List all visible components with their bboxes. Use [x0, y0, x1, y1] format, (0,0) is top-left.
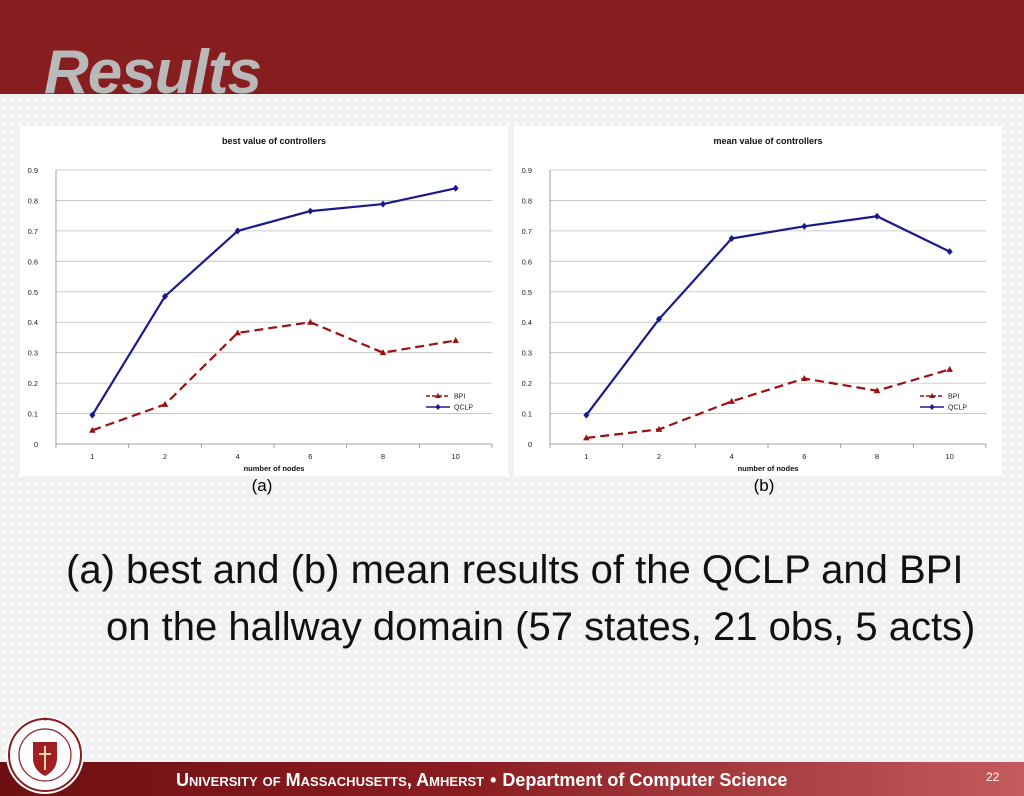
y-tick-label: 0.3: [28, 349, 38, 358]
chart-title: best value of controllers: [222, 136, 326, 146]
x-tick-label: 6: [308, 452, 312, 461]
y-tick-label: 0.9: [28, 166, 38, 175]
footer-bar: [0, 762, 1024, 796]
y-tick-label: 0: [528, 440, 532, 449]
data-point-qclp: [801, 222, 808, 230]
data-point-qclp: [380, 200, 386, 208]
legend-marker-qclp: [435, 404, 441, 410]
data-point-qclp: [583, 411, 590, 419]
x-tick-label: 1: [90, 452, 94, 461]
y-tick-label: 0.8: [28, 196, 38, 205]
series-line-qclp: [91, 187, 456, 416]
data-point-qclp: [874, 212, 880, 220]
y-tick-label: 0.6: [28, 257, 38, 266]
series-line-qclp: [585, 215, 951, 416]
chart-mean-value: mean value of controllers 0 0.1 0.2 0.3 0.4 0.…: [522, 136, 987, 473]
x-tick-label: 8: [875, 452, 879, 461]
y-tick-label: 0.1: [522, 410, 532, 419]
footer-separator: •: [490, 770, 497, 790]
chart-best-value: best value of controllers 0 0.1 0.2 0.3 0.4 0.…: [28, 136, 493, 473]
y-tick-label: 0.6: [522, 257, 532, 266]
legend-label: QCLP: [948, 405, 967, 412]
data-point-bpi: [89, 426, 96, 433]
data-point-bpi: [379, 349, 387, 356]
x-tick-label: 4: [730, 452, 734, 461]
data-point-bpi: [801, 375, 808, 382]
x-axis-label: number of nodes: [244, 464, 305, 473]
legend-marker-bpi: [929, 393, 935, 398]
y-tick-label: 0.3: [522, 349, 532, 358]
footer-text: University of Massachusetts, Amherst • Dep…: [176, 769, 787, 791]
data-point-bpi: [946, 365, 953, 372]
legend-marker-bpi: [435, 393, 441, 398]
y-tick-label: 0.9: [522, 166, 532, 175]
y-tick-label: 0.8: [522, 196, 532, 205]
x-tick-label: 2: [163, 452, 167, 461]
y-tick-label: 0.5: [522, 288, 532, 297]
data-point-qclp: [162, 292, 168, 300]
footer-university: University of Massachusetts, Amherst: [176, 770, 485, 790]
x-tick-label: 8: [381, 452, 385, 461]
page-number: 22: [986, 770, 1000, 784]
slide-body-text: (a) best and (b) mean results of the QCL…: [66, 548, 976, 649]
data-point-qclp: [234, 227, 241, 235]
data-point-bpi: [307, 318, 314, 325]
x-tick-label: 6: [802, 452, 806, 461]
y-tick-label: 0.4: [28, 318, 38, 327]
x-axis-label: number of nodes: [738, 464, 799, 473]
data-point-qclp: [307, 207, 314, 215]
data-point-bpi: [583, 434, 590, 441]
data-point-qclp: [728, 235, 735, 242]
data-point-bpi: [873, 387, 881, 394]
university-seal-icon: [6, 716, 84, 794]
data-point-bpi: [161, 400, 169, 407]
y-tick-label: 0.4: [522, 318, 532, 327]
y-tick-label: 0.2: [28, 379, 38, 388]
x-tick-label: 1: [584, 452, 588, 461]
legend-marker-qclp: [929, 404, 935, 410]
chart-title: mean value of controllers: [713, 136, 822, 146]
data-point-bpi: [655, 425, 663, 432]
data-point-qclp: [656, 315, 662, 323]
data-point-bpi: [452, 336, 459, 343]
chart-panel-mean: mean value of controllers 0 0.1 0.2 0.3 0.4 0.…: [514, 126, 1002, 476]
y-tick-label: 0: [34, 440, 38, 449]
data-point-bpi: [728, 397, 735, 404]
y-tick-label: 0.7: [28, 227, 38, 236]
series-line-bpi: [91, 321, 456, 432]
footer-department: Department of Computer Science: [502, 770, 788, 790]
y-tick-label: 0.1: [28, 410, 38, 419]
y-tick-label: 0.5: [28, 288, 38, 297]
legend-label: BPI: [454, 394, 465, 401]
slide-title: Results: [44, 38, 262, 107]
x-tick-label: 10: [945, 452, 953, 461]
y-tick-label: 0.2: [522, 379, 532, 388]
chart-panel-best: best value of controllers 0 0.1 0.2 0.3 0.4 0.…: [20, 126, 508, 476]
data-point-qclp: [452, 184, 459, 192]
chart-label-a: (a): [251, 476, 273, 495]
chart-label-b: (b): [753, 476, 775, 495]
data-point-qclp: [89, 411, 96, 419]
x-tick-label: 4: [236, 452, 240, 461]
series-line-bpi: [586, 368, 950, 440]
legend-label: BPI: [948, 394, 959, 401]
legend-label: QCLP: [454, 405, 473, 412]
x-tick-label: 10: [451, 452, 459, 461]
y-tick-label: 0.7: [522, 227, 532, 236]
data-point-qclp: [946, 248, 953, 256]
header-bar: [0, 0, 1024, 94]
data-point-bpi: [234, 329, 241, 336]
x-tick-label: 2: [657, 452, 661, 461]
